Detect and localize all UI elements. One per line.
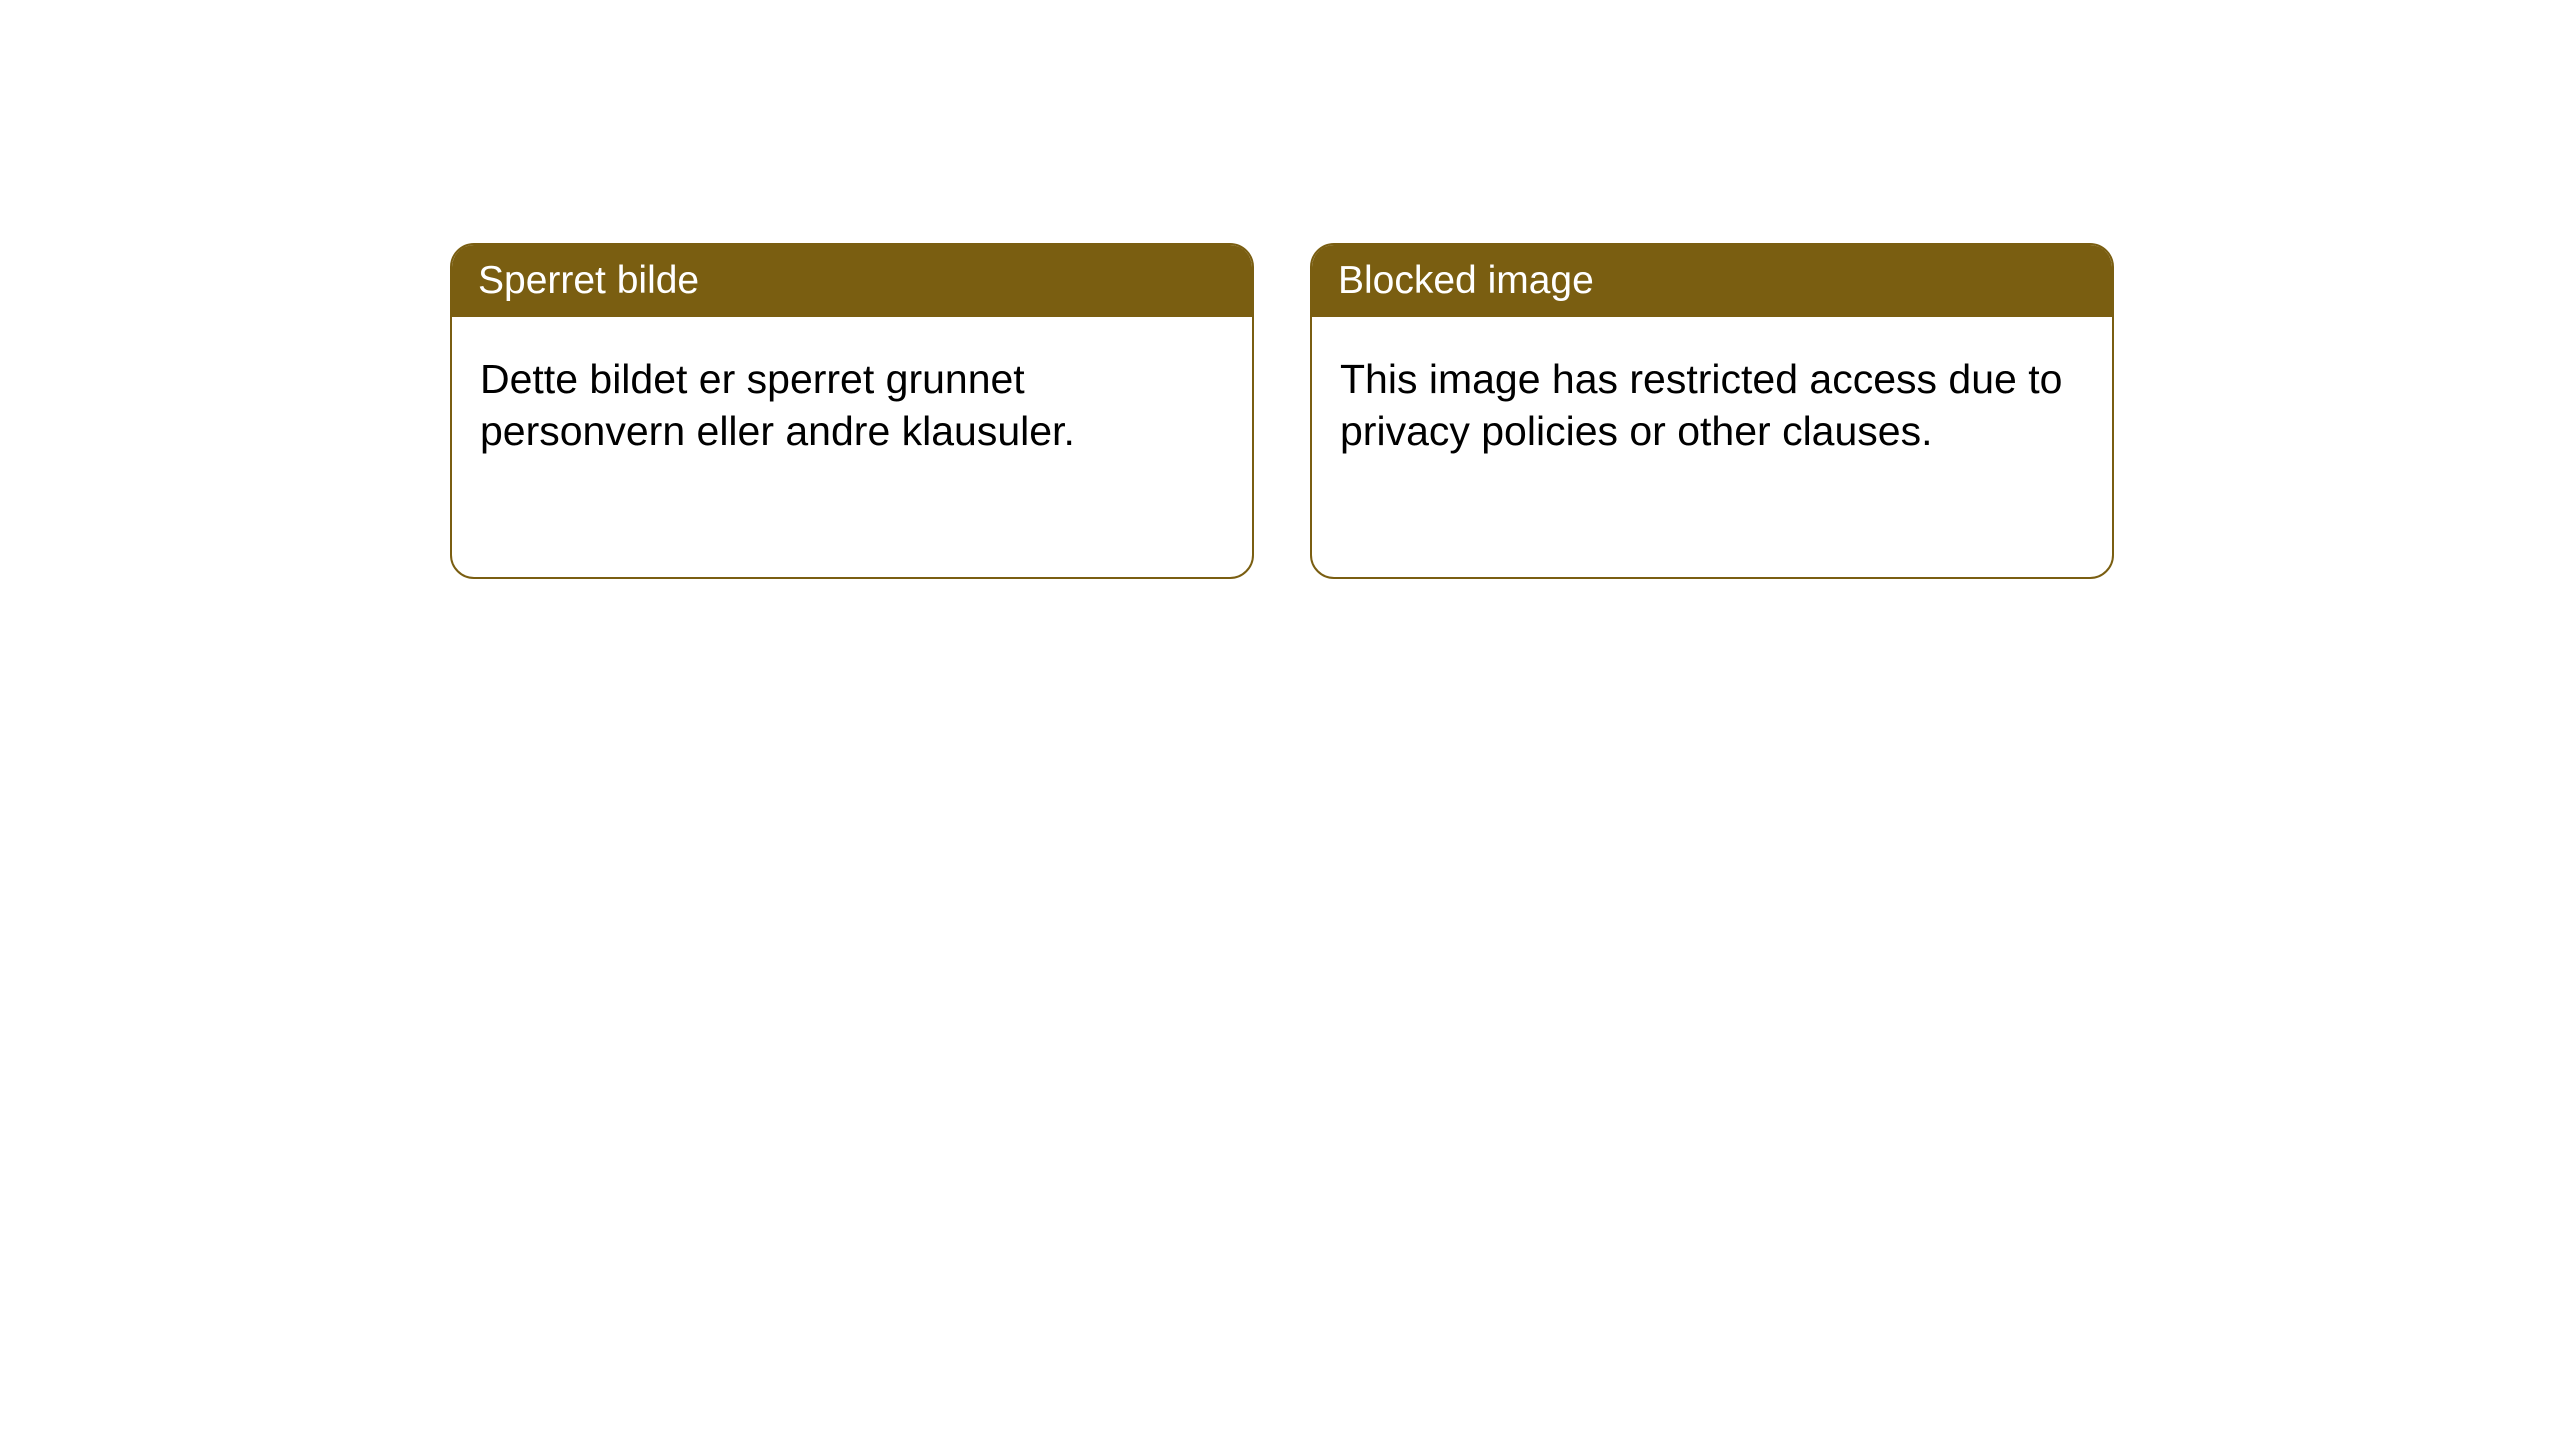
card-body: This image has restricted access due to … xyxy=(1312,317,2112,494)
card-body: Dette bildet er sperret grunnet personve… xyxy=(452,317,1252,494)
card-title: Blocked image xyxy=(1338,259,1594,302)
card-title: Sperret bilde xyxy=(478,259,699,302)
card-english: Blocked image This image has restricted … xyxy=(1310,243,2114,579)
card-norwegian: Sperret bilde Dette bildet er sperret gr… xyxy=(450,243,1254,579)
card-body-text: This image has restricted access due to … xyxy=(1340,356,2062,454)
card-header: Blocked image xyxy=(1312,245,2112,317)
card-header: Sperret bilde xyxy=(452,245,1252,317)
card-body-text: Dette bildet er sperret grunnet personve… xyxy=(480,356,1075,454)
cards-container: Sperret bilde Dette bildet er sperret gr… xyxy=(450,243,2560,579)
